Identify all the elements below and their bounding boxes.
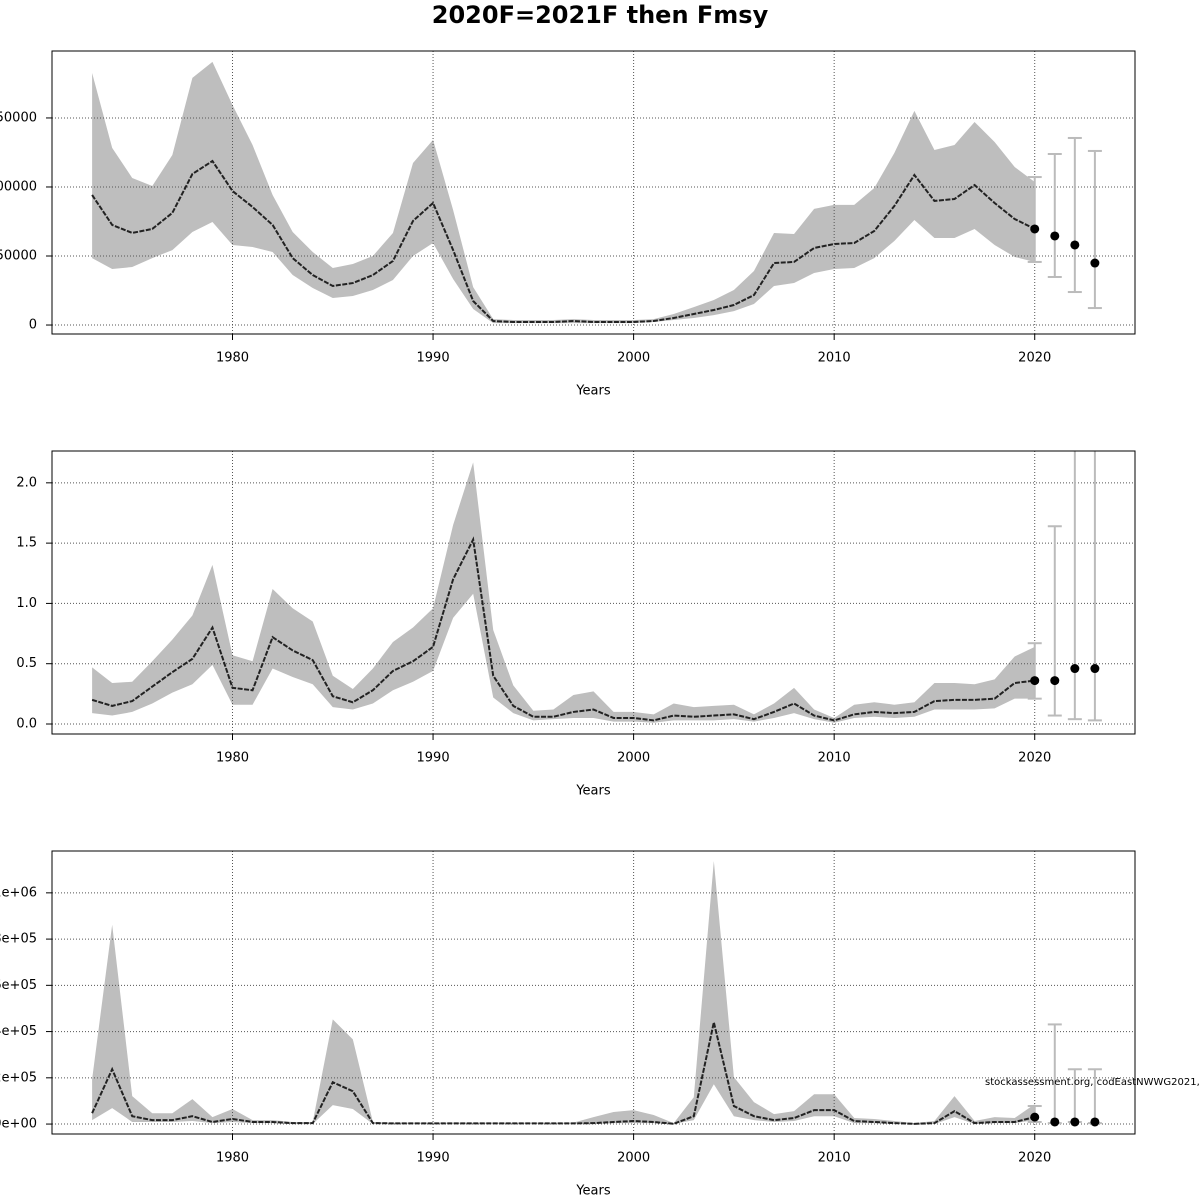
forecast-point <box>1090 664 1100 674</box>
x-axis-label: Years <box>575 784 611 799</box>
forecast-point <box>1090 1117 1100 1127</box>
y-tick-label: 1e+06 <box>0 885 37 900</box>
x-tick-label: 1980 <box>216 751 249 766</box>
y-tick-label: 1.5 <box>16 536 37 551</box>
forecast-point <box>1030 224 1040 234</box>
x-tick-label: 2020 <box>1018 1151 1051 1166</box>
forecast-point <box>1050 1117 1060 1127</box>
y-tick-label: 8e+05 <box>0 932 37 947</box>
estimate-line <box>91 159 1036 323</box>
x-tick-label: 2020 <box>1018 351 1051 366</box>
confidence-band <box>92 462 1035 723</box>
plot-frame <box>51 450 1136 735</box>
x-tick-label: 2000 <box>617 1151 650 1166</box>
plot-area <box>52 451 1135 734</box>
confidence-band <box>92 860 1035 1125</box>
x-axis-label: Years <box>575 1184 611 1199</box>
x-tick-label: 2000 <box>617 751 650 766</box>
estimate-line <box>91 1022 1035 1125</box>
plot-frame <box>51 50 1136 335</box>
x-tick-label: 2000 <box>617 351 650 366</box>
x-tick-label: 1990 <box>417 351 450 366</box>
annotation: stockassessment.org, codEastNWWG2021, <box>985 1077 1200 1088</box>
forecast-point <box>1030 1112 1040 1122</box>
y-tick-label: 2.0 <box>16 475 37 490</box>
x-tick-label: 1990 <box>417 751 450 766</box>
y-tick-label: 1.0 <box>16 596 37 611</box>
y-tick-label: 100000 <box>0 179 37 194</box>
y-tick-label: 50000 <box>0 249 37 264</box>
forecast-point <box>1050 231 1060 241</box>
y-tick-label: 2e+05 <box>0 1070 37 1085</box>
y-tick-label: 0.0 <box>16 716 37 731</box>
forecast-point <box>1090 258 1100 268</box>
forecast-point <box>1070 664 1080 674</box>
x-axis-label: Years <box>575 384 611 399</box>
plot-frame <box>51 850 1136 1135</box>
x-tick-label: 2010 <box>818 351 851 366</box>
forecast-point <box>1050 676 1060 686</box>
chart-title: 2020F=2021F then Fmsy <box>432 1 769 29</box>
plot-area <box>52 851 1135 1134</box>
x-tick-label: 1990 <box>417 1151 450 1166</box>
x-tick-label: 2010 <box>818 751 851 766</box>
estimate-line <box>91 536 1035 722</box>
forecast-point <box>1070 240 1080 250</box>
forecast-point <box>1030 676 1040 686</box>
plot-area <box>52 51 1135 334</box>
y-tick-label: 0.5 <box>16 656 37 671</box>
y-tick-label: 0e+00 <box>0 1117 37 1132</box>
x-tick-label: 1980 <box>216 1151 249 1166</box>
x-tick-label: 2020 <box>1018 751 1051 766</box>
y-tick-label: 4e+05 <box>0 1024 37 1039</box>
y-tick-label: 0 <box>29 318 37 333</box>
x-tick-label: 2010 <box>818 1151 851 1166</box>
forecast-point <box>1070 1117 1080 1127</box>
x-tick-label: 1980 <box>216 351 249 366</box>
y-tick-label: 6e+05 <box>0 978 37 993</box>
y-tick-label: 150000 <box>0 110 37 125</box>
